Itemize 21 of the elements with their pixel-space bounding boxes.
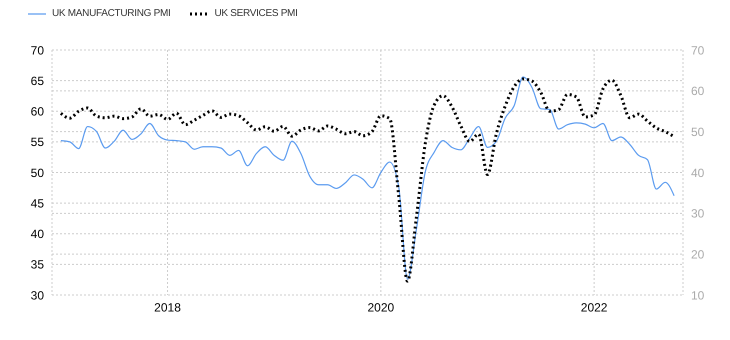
x-tick-label: 2018 [154, 300, 182, 315]
y-tick-label: 55 [30, 135, 44, 150]
y-tick-label: 35 [30, 258, 44, 272]
y-tick-label: 60 [30, 104, 44, 119]
y-tick-label: 30 [30, 288, 44, 302]
y2-tick-label: 60 [691, 84, 705, 98]
y2-tick-label: 70 [691, 43, 705, 58]
y2-tick-label: 30 [691, 206, 705, 221]
y-tick-label: 70 [30, 43, 44, 58]
x-tick-label: 2020 [367, 300, 394, 315]
y-tick-label: 50 [30, 166, 44, 180]
y2-tick-label: 20 [691, 247, 705, 262]
legend-label: UK MANUFACTURING PMI [52, 8, 170, 19]
legend-label: UK SERVICES PMI [214, 8, 298, 19]
y2-tick-label: 40 [691, 166, 705, 180]
y-tick-label: 40 [30, 227, 44, 242]
y2-tick-label: 50 [691, 124, 705, 139]
y-tick-label: 65 [30, 74, 44, 88]
y-tick-label: 45 [30, 196, 44, 210]
y2-tick-label: 10 [691, 288, 705, 302]
x-tick-label: 2022 [580, 300, 608, 315]
